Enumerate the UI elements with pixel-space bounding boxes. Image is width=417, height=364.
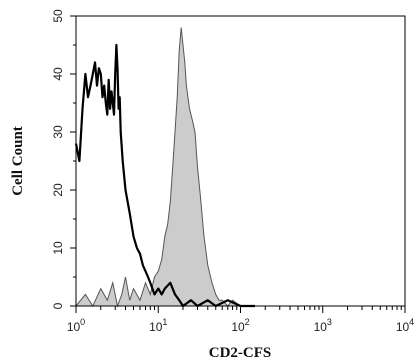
y-tick-label-30: 30 xyxy=(51,125,65,139)
series-1-outline-histogram xyxy=(74,43,255,308)
x-tick-label-100: 102 xyxy=(231,317,249,334)
x-tick-label-1: 100 xyxy=(67,317,85,334)
y-axis-label: Cell Count xyxy=(10,126,26,196)
x-tick-label-10000: 104 xyxy=(396,317,414,334)
x-tick-label-1000: 103 xyxy=(314,317,332,334)
plot-frame xyxy=(75,15,406,307)
y-tick-label-10: 10 xyxy=(51,241,65,255)
axes-layer: 0 10 20 30 40 50 100 101 102 103 104 xyxy=(51,9,414,334)
x-tick-label-10: 101 xyxy=(149,317,167,334)
series-layer xyxy=(74,27,255,308)
series-0-filled-histogram xyxy=(74,27,243,308)
x-axis-label: CD2-CFS xyxy=(209,345,272,361)
y-tick-label-0: 0 xyxy=(51,302,65,309)
y-tick-label-50: 50 xyxy=(51,9,65,23)
y-tick-label-40: 40 xyxy=(51,67,65,81)
y-tick-label-20: 20 xyxy=(51,183,65,197)
